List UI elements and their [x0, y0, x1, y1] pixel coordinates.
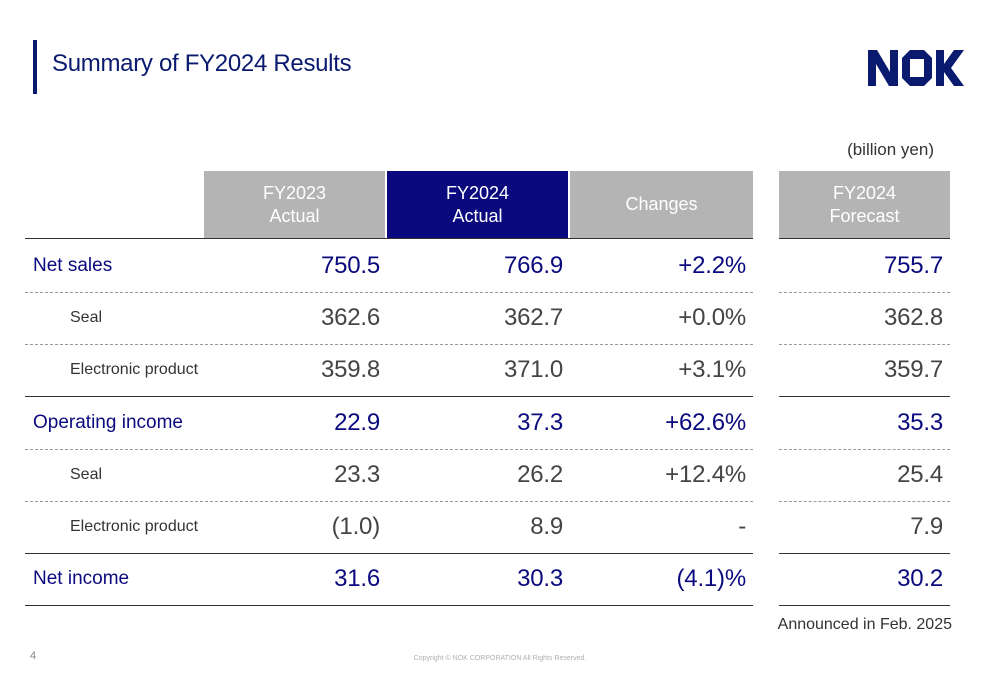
row-label: Net sales	[33, 255, 113, 276]
header-changes-label: Changes	[625, 194, 698, 214]
cell-fy2024: 371.0	[503, 356, 563, 383]
header-changes: Changes	[570, 171, 753, 238]
section-rule	[779, 553, 950, 554]
cell-forecast: 30.2	[897, 565, 943, 592]
cell-forecast: 35.3	[897, 409, 943, 436]
row-label: Seal	[70, 309, 103, 326]
copyright-notice: Copyright © NOK CORPORATION All Rights R…	[413, 655, 587, 662]
cell-forecast: 25.4	[897, 461, 943, 488]
nok-logo	[868, 50, 964, 86]
cell-fy2023: 22.9	[334, 409, 380, 436]
table-row-operating-seal: Seal 23.3 26.2 +12.4% 25.4	[25, 449, 950, 501]
cell-fy2023: 31.6	[334, 565, 380, 592]
row-divider	[779, 449, 950, 450]
table-row-net-sales-electronic: Electronic product 359.8 371.0 +3.1% 359…	[25, 344, 950, 396]
forecast-bottom-rule	[779, 605, 950, 606]
table-rule	[25, 238, 753, 239]
cell-fy2024: 8.9	[530, 513, 563, 540]
announcement-note: Announced in Feb. 2025	[777, 616, 952, 633]
cell-forecast: 7.9	[910, 513, 943, 540]
row-divider	[779, 292, 950, 293]
cell-fy2024: 362.7	[503, 304, 563, 331]
cell-fy2023: 362.6	[320, 304, 380, 331]
cell-change: +0.0%	[678, 304, 746, 331]
cell-fy2023: 750.5	[320, 252, 380, 279]
cell-change: +62.6%	[665, 409, 746, 436]
section-rule	[25, 396, 753, 397]
header-fy2024-actual: FY2024 Actual	[387, 171, 568, 238]
row-label: Operating income	[33, 412, 183, 433]
cell-forecast: 755.7	[883, 252, 943, 279]
table-row-net-sales-seal: Seal 362.6 362.7 +0.0% 362.8	[25, 292, 950, 344]
cell-fy2024: 26.2	[517, 461, 563, 488]
section-rule	[25, 553, 753, 554]
cell-change: (4.1)%	[676, 565, 747, 592]
header-fy2024-forecast: FY2024 Forecast	[779, 171, 950, 238]
cell-change: +3.1%	[678, 356, 746, 383]
table-row-operating-electronic: Electronic product (1.0) 8.9 - 7.9	[25, 501, 950, 553]
cell-forecast: 362.8	[883, 304, 943, 331]
header-fy2024-type: Actual	[452, 205, 503, 226]
cell-fy2023: 359.8	[320, 356, 380, 383]
table-row-net-income: Net income 31.6 30.3 (4.1)% 30.2	[25, 553, 950, 605]
row-divider	[25, 344, 753, 345]
page-number: 4	[30, 650, 37, 662]
header-forecast-year: FY2024	[832, 182, 897, 203]
table-row-net-sales: Net sales 750.5 766.9 +2.2% 755.7	[25, 240, 950, 292]
cell-fy2023: (1.0)	[331, 513, 381, 540]
row-label: Net income	[33, 568, 130, 589]
row-label: Seal	[70, 466, 103, 483]
header-fy2023-actual: FY2023 Actual	[204, 171, 385, 238]
row-divider	[25, 292, 753, 293]
forecast-rule	[779, 238, 950, 239]
title-accent-bar	[33, 40, 37, 94]
table-row-operating-income: Operating income 22.9 37.3 +62.6% 35.3	[25, 397, 950, 449]
cell-forecast: 359.7	[883, 356, 943, 383]
row-divider	[25, 501, 753, 502]
header-forecast-type: Forecast	[829, 205, 900, 226]
cell-change: +12.4%	[665, 461, 746, 488]
header-fy2023-type: Actual	[269, 205, 320, 226]
cell-fy2024: 766.9	[503, 252, 563, 279]
row-divider	[779, 501, 950, 502]
header-fy2023-year: FY2023	[262, 182, 327, 203]
row-divider	[779, 344, 950, 345]
cell-change: +2.2%	[678, 252, 746, 279]
cell-change: -	[738, 513, 746, 540]
row-label: Electronic product	[70, 361, 199, 378]
unit-label: (billion yen)	[847, 140, 934, 159]
table-bottom-rule	[25, 605, 753, 606]
row-divider	[25, 449, 753, 450]
header-fy2024-year: FY2024	[445, 182, 510, 203]
section-rule	[779, 396, 950, 397]
cell-fy2024: 37.3	[517, 409, 563, 436]
row-label: Electronic product	[70, 518, 199, 535]
page-title: Summary of FY2024 Results	[52, 50, 352, 77]
cell-fy2024: 30.3	[517, 565, 563, 592]
cell-fy2023: 23.3	[334, 461, 380, 488]
